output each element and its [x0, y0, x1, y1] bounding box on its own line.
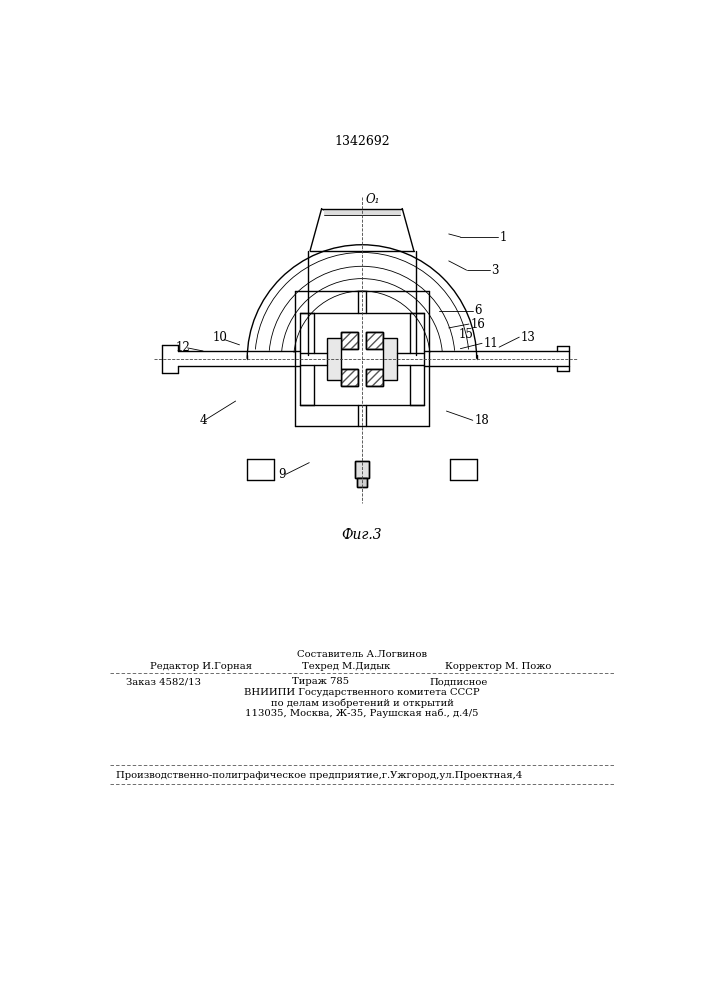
- Text: 1342692: 1342692: [334, 135, 390, 148]
- Text: 15: 15: [459, 328, 474, 341]
- Text: Фиг.3: Фиг.3: [341, 528, 382, 542]
- Text: Редактор И.Горная: Редактор И.Горная: [151, 662, 252, 671]
- Text: 6: 6: [474, 304, 482, 317]
- Text: 12: 12: [175, 341, 190, 354]
- Text: 113035, Москва, Ж-35, Раушская наб., д.4/5: 113035, Москва, Ж-35, Раушская наб., д.4…: [245, 708, 479, 718]
- Text: 1: 1: [499, 231, 506, 244]
- Bar: [366, 332, 383, 349]
- Bar: [341, 369, 358, 386]
- Text: Корректор М. Пожо: Корректор М. Пожо: [445, 662, 551, 671]
- Text: 4: 4: [199, 414, 206, 427]
- Text: 16: 16: [470, 318, 485, 331]
- Text: 9: 9: [279, 468, 286, 481]
- Text: O₁: O₁: [366, 193, 380, 206]
- Text: 13: 13: [521, 331, 536, 344]
- Text: Тираж 785: Тираж 785: [292, 677, 349, 686]
- Bar: [366, 332, 383, 349]
- Text: 18: 18: [474, 414, 489, 427]
- Bar: [341, 369, 358, 386]
- Bar: [355, 461, 369, 478]
- Text: Заказ 4582/13: Заказ 4582/13: [126, 677, 201, 686]
- Bar: [355, 461, 369, 478]
- Bar: [357, 478, 367, 487]
- Bar: [357, 478, 367, 487]
- Bar: [366, 369, 383, 386]
- Bar: [324, 209, 401, 215]
- Text: по делам изобретений и открытий: по делам изобретений и открытий: [271, 698, 453, 708]
- Bar: [327, 338, 341, 380]
- Text: Составитель А.Логвинов: Составитель А.Логвинов: [297, 650, 427, 659]
- Bar: [341, 332, 358, 349]
- Text: 11: 11: [484, 337, 498, 350]
- Bar: [366, 369, 383, 386]
- Text: Производственно-полиграфическое предприятие,г.Ужгород,ул.Проектная,4: Производственно-полиграфическое предприя…: [115, 771, 522, 780]
- Bar: [341, 332, 358, 349]
- Bar: [383, 338, 397, 380]
- Text: 3: 3: [491, 264, 499, 277]
- Text: Техред М.Дидык: Техред М.Дидык: [301, 662, 390, 671]
- Text: Подписное: Подписное: [429, 677, 488, 686]
- Text: ВНИИПИ Государственного комитета СССР: ВНИИПИ Государственного комитета СССР: [244, 688, 480, 697]
- Text: 10: 10: [212, 331, 227, 344]
